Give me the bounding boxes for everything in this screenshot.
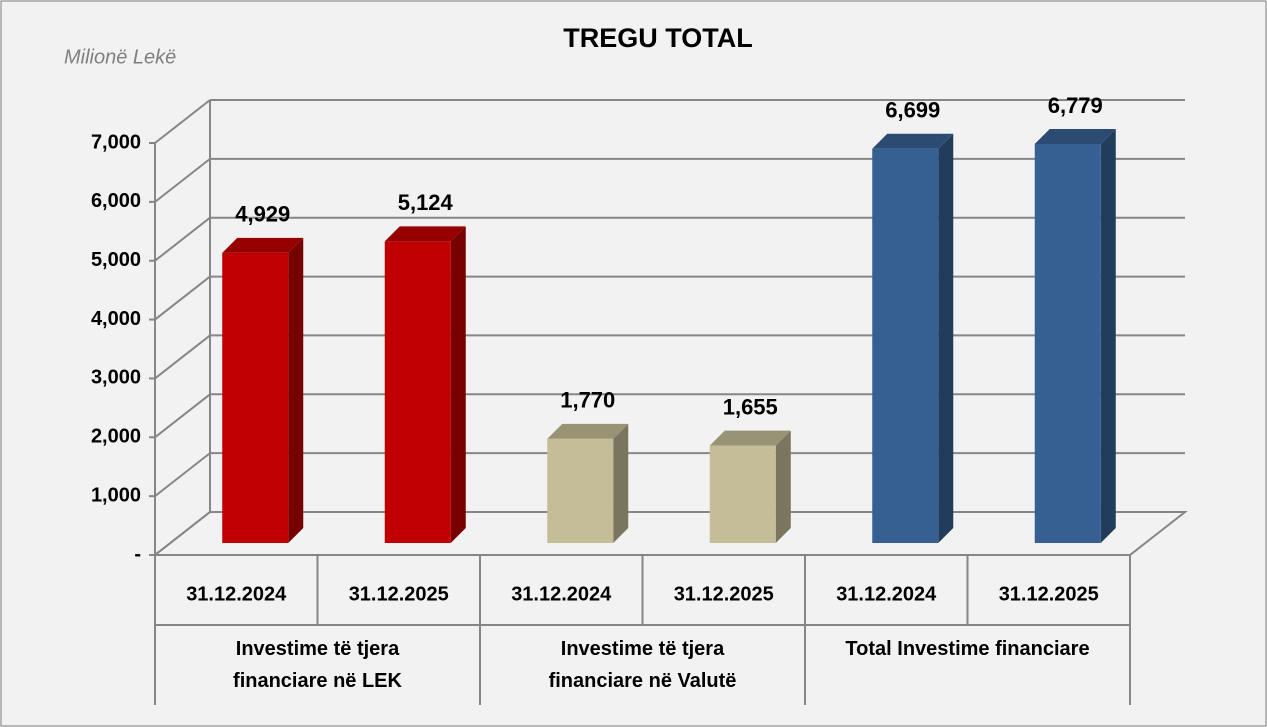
bar (872, 148, 939, 543)
group-label: Investime të tjera financiare në Valutë (548, 638, 737, 692)
value-label: 6,779 (1048, 93, 1103, 118)
bar-side (450, 226, 466, 543)
bar-top (547, 423, 629, 439)
bar-top (872, 133, 954, 149)
value-label: 6,699 (885, 98, 940, 123)
grid-line (154, 452, 211, 497)
bar (222, 252, 289, 544)
value-label: 5,124 (398, 190, 454, 215)
bar-side (775, 430, 791, 543)
y-tick-label: 1,000 (91, 484, 141, 506)
x-tick-label: 31.12.2025 (349, 583, 449, 605)
group-label: Total Investime financiare (845, 638, 1090, 660)
bar-side (938, 133, 954, 543)
floor (152, 511, 1188, 556)
y-tick-label: 4,000 (91, 308, 141, 330)
y-tick-label: 6,000 (91, 190, 141, 212)
bar (709, 445, 776, 543)
y-tick-label: 5,000 (91, 249, 141, 271)
x-tick-label: 31.12.2025 (674, 583, 774, 605)
y-tick-label: 3,000 (91, 367, 141, 389)
bar-side (613, 423, 629, 543)
bar-top (1034, 129, 1116, 145)
bar-side (1100, 129, 1116, 543)
grid-line (154, 158, 211, 203)
unit-label: Milionë Lekë (64, 46, 176, 68)
y-tick-label: - (134, 543, 141, 565)
bar (547, 438, 614, 543)
x-tick-label: 31.12.2024 (186, 583, 287, 605)
x-tick-label: 31.12.2025 (999, 583, 1099, 605)
value-label: 1,655 (723, 394, 778, 419)
y-tick-label: 2,000 (91, 426, 141, 448)
bar-side (288, 237, 304, 544)
bar-top (384, 226, 466, 242)
grid-line (154, 99, 211, 144)
grid-line (154, 275, 211, 321)
bar (384, 241, 451, 543)
group-label: Investime të tjera financiare në LEK (233, 638, 402, 692)
chart-title: TREGU TOTAL (563, 23, 753, 53)
bar-top (222, 237, 304, 253)
grid-line (154, 334, 211, 380)
grid-line (154, 216, 211, 262)
grid-line (154, 393, 211, 439)
value-label: 1,770 (560, 388, 615, 413)
y-tick-label: 7,000 (91, 131, 141, 153)
x-tick-label: 31.12.2024 (836, 583, 937, 605)
bar-top (709, 430, 791, 446)
x-tick-label: 31.12.2024 (511, 583, 612, 605)
value-label: 4,929 (235, 202, 290, 227)
bar (1034, 144, 1101, 543)
grid-line (154, 511, 211, 556)
